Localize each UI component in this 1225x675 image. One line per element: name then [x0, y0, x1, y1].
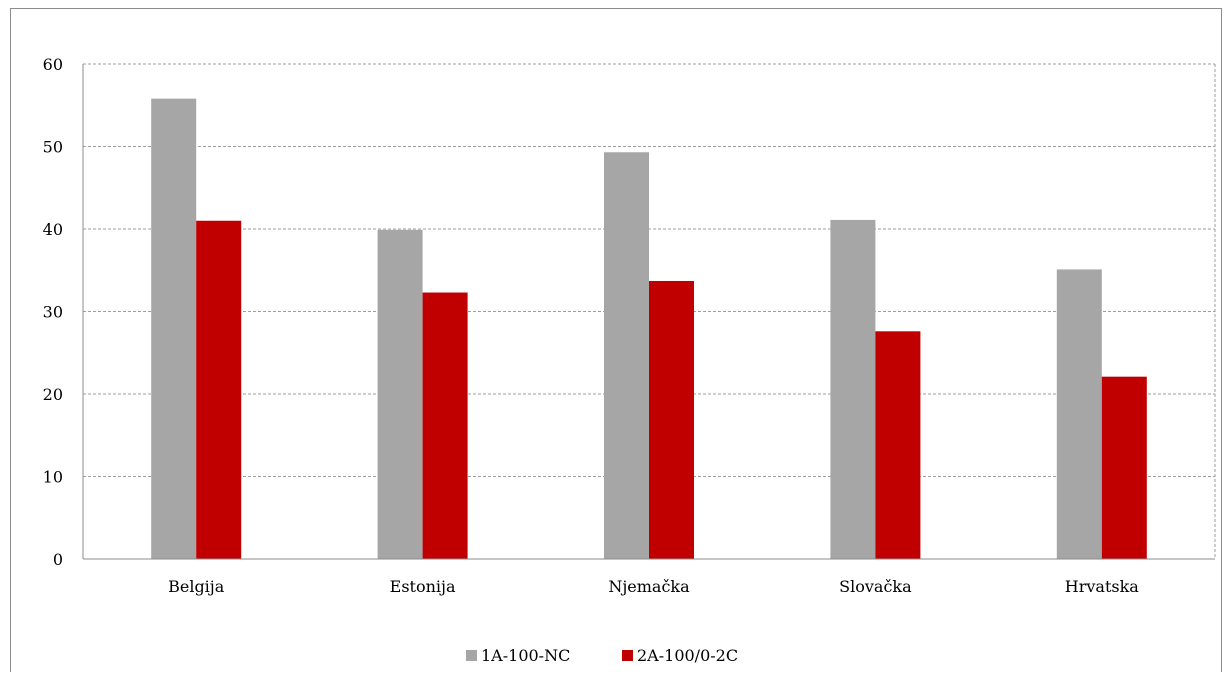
axes: [82, 64, 1215, 560]
bar-hrvatska-1: [1056, 269, 1102, 559]
y-tick-label: 50: [43, 138, 63, 157]
bar-estonija-1: [377, 229, 423, 559]
bar-slovačka-2: [875, 331, 921, 559]
y-tick-label: 30: [43, 303, 63, 322]
bar-slovačka-1: [830, 219, 876, 560]
y-tick-label: 60: [43, 55, 63, 74]
x-axis-tick-labels: Belgija Estonija Njemačka Slovačka Hrvatska: [168, 577, 1139, 596]
x-tick-label: Njemačka: [608, 577, 690, 596]
bars: [151, 98, 1147, 560]
y-tick-label: 40: [43, 220, 63, 239]
bar-belgija-1: [151, 98, 197, 560]
chart-frame: [10, 8, 1222, 672]
bar-belgija-2: [196, 220, 242, 559]
bar-njemačka-2: [649, 280, 694, 559]
x-tick-label: Belgija: [168, 577, 225, 596]
y-tick-label: 20: [43, 385, 63, 404]
legend-label-2: 2A-100/0-2C: [637, 646, 738, 665]
x-tick-label: Hrvatska: [1065, 577, 1140, 596]
legend-swatch-1: [466, 650, 477, 661]
legend-swatch-2: [622, 650, 633, 661]
y-tick-label: 10: [43, 468, 63, 487]
x-tick-label: Slovačka: [839, 577, 912, 596]
y-tick-label: 0: [53, 550, 63, 569]
bar-njemačka-1: [604, 152, 649, 559]
x-tick-label: Estonija: [390, 577, 456, 596]
bar-hrvatska-2: [1101, 376, 1147, 559]
legend: 1A-100-NC 2A-100/0-2C: [466, 646, 738, 665]
legend-label-1: 1A-100-NC: [481, 646, 570, 665]
y-axis-tick-labels: 0 10 20 30 40 50 60: [43, 55, 63, 569]
bar-estonija-2: [422, 292, 468, 559]
